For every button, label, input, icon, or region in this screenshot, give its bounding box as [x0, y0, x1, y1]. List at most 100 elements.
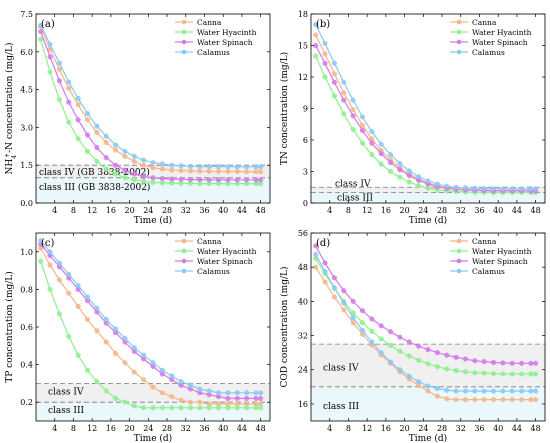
data-point — [444, 183, 450, 189]
legend-entry: Water Spinach — [197, 257, 253, 266]
data-point — [528, 360, 534, 366]
class-iv-label: class IV — [323, 363, 359, 373]
data-point — [322, 74, 328, 80]
data-point — [141, 405, 147, 411]
data-point — [84, 132, 91, 138]
data-point — [169, 373, 175, 379]
x-tick-label: 20 — [400, 424, 410, 433]
data-point — [159, 367, 165, 373]
data-point — [75, 95, 81, 101]
data-point — [94, 129, 100, 135]
data-point — [322, 40, 328, 46]
x-tick-label: 8 — [71, 206, 76, 215]
data-point — [472, 185, 478, 191]
data-point — [150, 360, 156, 366]
data-point — [244, 395, 250, 401]
data-point — [215, 168, 222, 175]
data-point — [258, 169, 264, 175]
data-point — [322, 60, 328, 66]
data-point — [519, 186, 525, 192]
data-point — [331, 71, 337, 77]
y-axis-label: TP concentration (mg/L) — [4, 271, 15, 383]
x-tick-label: 20 — [125, 206, 135, 215]
data-point — [131, 171, 137, 177]
data-point — [197, 163, 203, 170]
x-tick-label: 32 — [456, 424, 466, 433]
data-point — [150, 384, 156, 390]
data-point — [178, 176, 184, 182]
x-tick-label: 28 — [162, 424, 172, 433]
data-point — [416, 343, 422, 349]
legend-swatch-marker — [456, 258, 462, 264]
legend-swatch-marker — [456, 238, 462, 244]
data-point — [169, 162, 175, 168]
x-tick-label: 8 — [346, 206, 351, 215]
data-point — [453, 368, 459, 374]
data-point — [472, 388, 478, 394]
x-tick-label: 12 — [87, 424, 97, 433]
data-point — [444, 366, 450, 372]
data-point — [244, 405, 250, 411]
legend-swatch-marker — [181, 39, 187, 45]
x-axis-label: Time (d) — [134, 433, 172, 443]
y-tick-label: 15 — [298, 42, 308, 51]
data-point — [75, 117, 81, 123]
x-tick-label: 44 — [237, 424, 247, 433]
legend-swatch-marker — [456, 49, 462, 55]
legend-entry: Calamus — [472, 48, 505, 57]
data-point — [397, 167, 403, 173]
legend-swatch-marker — [456, 268, 462, 274]
y-axis-label: COD concentration (mg/L) — [279, 267, 290, 388]
data-point — [131, 177, 137, 183]
data-point — [313, 42, 319, 49]
data-point — [253, 390, 259, 396]
data-point — [169, 405, 175, 411]
data-point — [56, 97, 62, 103]
x-tick-label: 48 — [256, 206, 266, 215]
panel-label: (b) — [316, 19, 330, 30]
legend-swatch-marker — [181, 258, 187, 264]
data-point — [56, 311, 62, 317]
data-point — [425, 347, 431, 353]
data-point — [350, 126, 356, 133]
data-point — [47, 286, 53, 292]
data-point — [187, 382, 193, 388]
y-tick-label: 1.5 — [20, 161, 33, 170]
legend-entry: Calamus — [197, 267, 230, 276]
legend-entry: Water Hyacinth — [197, 247, 257, 256]
legend-entry: Canna — [197, 18, 222, 27]
data-point — [490, 371, 497, 377]
x-tick-label: 24 — [418, 424, 428, 433]
data-point — [131, 158, 137, 164]
data-point — [331, 79, 337, 85]
data-point — [66, 85, 72, 91]
data-point — [234, 390, 240, 396]
data-point — [75, 352, 81, 358]
data-point — [159, 390, 165, 396]
data-point — [206, 163, 212, 170]
x-axis-label: Time (d) — [409, 215, 447, 226]
data-point — [122, 153, 128, 159]
data-point — [528, 371, 534, 377]
x-tick-label: 16 — [106, 424, 116, 433]
data-point — [103, 339, 109, 345]
data-point — [490, 397, 497, 403]
class-iii-label: class III (GB 3838-2002) — [39, 182, 150, 193]
class-iii-band — [311, 192, 545, 203]
data-point — [56, 260, 62, 266]
x-tick-label: 20 — [125, 424, 135, 433]
data-point — [313, 32, 319, 38]
data-point — [331, 294, 337, 300]
data-point — [434, 181, 440, 187]
data-point — [187, 163, 193, 169]
legend-swatch-marker — [456, 248, 462, 254]
legend-entry: Water Spinach — [472, 38, 528, 47]
plot-frame — [310, 232, 546, 422]
class-iii-label: class III — [337, 194, 373, 204]
data-point — [519, 397, 525, 403]
data-point — [122, 360, 128, 366]
data-point — [131, 345, 137, 351]
data-point — [453, 184, 459, 190]
data-point — [397, 348, 403, 354]
data-point — [187, 405, 193, 411]
